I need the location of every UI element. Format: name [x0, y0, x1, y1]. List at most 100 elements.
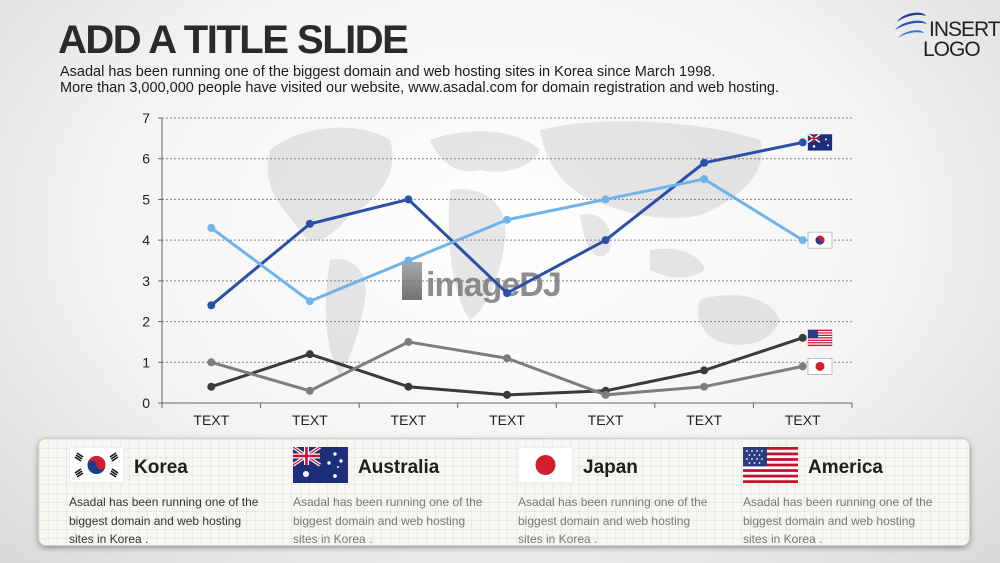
card-name: America [808, 457, 883, 478]
flag-part [815, 361, 825, 371]
australia-flag-icon [293, 447, 348, 483]
card-name: Japan [583, 457, 638, 478]
series-point [207, 223, 216, 232]
series-point [601, 195, 610, 204]
flag-part [808, 332, 832, 334]
series-point [404, 256, 413, 265]
card-name: Australia [358, 457, 440, 478]
continent-shape [650, 248, 705, 278]
series-point [503, 390, 511, 399]
series-point [503, 215, 511, 224]
series-point [798, 236, 807, 245]
logo-swoosh-icon [895, 12, 927, 38]
x-tick-label: TEXT [686, 412, 722, 428]
subtitle-line-2: More than 3,000,000 people have visited … [60, 80, 779, 96]
series-point [798, 138, 807, 147]
card-desc: Asadal has been running one of the bigge… [518, 495, 708, 546]
flag-part [812, 145, 816, 148]
series-line [210, 336, 804, 397]
australia-flag-icon [807, 133, 833, 151]
y-tick-label: 0 [142, 395, 150, 411]
logo: INSERT LOGO [893, 8, 1000, 64]
watermark-text: imageDJ [426, 266, 561, 304]
series-point [601, 390, 610, 399]
flag-part [808, 134, 820, 143]
series-point [305, 219, 314, 228]
continent-shape [448, 189, 506, 320]
korea-flag-icon [69, 447, 124, 483]
x-tick-label: TEXT [292, 412, 328, 428]
chart-ticks: 0 1 2 3 4 5 6 7 TEXT TEXT TEXT TEXT TEXT TEXT TEXT [142, 110, 853, 428]
flag-part [808, 329, 818, 339]
y-tick-label: 6 [142, 151, 150, 167]
card-desc: Asadal has been running one of the bigge… [69, 495, 259, 546]
series-point [207, 382, 216, 391]
subtitle-line-1: Asadal has been running one of the bigge… [60, 64, 716, 80]
usa-flag-icon [743, 447, 798, 483]
series-point [305, 386, 314, 395]
logo-text-line-2: LOGO [923, 38, 981, 61]
series-point [601, 236, 610, 245]
flag-part [825, 138, 827, 141]
continent-shape [267, 127, 393, 241]
flag-part [808, 344, 832, 346]
continent-shape [540, 121, 762, 219]
x-tick-label: TEXT [193, 412, 229, 428]
series-point [798, 362, 807, 371]
card-desc: Asadal has been running one of the bigge… [743, 495, 933, 546]
series-point [700, 366, 709, 375]
y-tick-label: 5 [142, 191, 150, 207]
series-point [503, 354, 511, 363]
chart-grid [162, 117, 852, 363]
y-tick-label: 3 [142, 273, 150, 289]
series-point [305, 350, 314, 359]
x-tick-label: TEXT [785, 412, 821, 428]
flag-part [808, 329, 832, 332]
world-map-background [267, 121, 780, 375]
series-point [798, 333, 807, 342]
slide-title: ADD A TITLE SLIDE [58, 18, 409, 62]
series-point [503, 289, 511, 298]
series-point [207, 358, 216, 367]
continent-shape [325, 259, 366, 375]
flag-part [815, 235, 825, 243]
chart-series [207, 138, 807, 399]
series-point [700, 382, 709, 391]
card-desc: Asadal has been running one of the bigge… [293, 495, 483, 546]
continent-shape [580, 214, 611, 257]
y-tick-label: 7 [142, 110, 150, 126]
usa-flag-icon [807, 329, 833, 347]
korea-flag-icon [807, 231, 833, 249]
continent-shape [698, 295, 780, 345]
x-tick-label: TEXT [489, 412, 525, 428]
line-chart: 0 1 2 3 4 5 6 7 TEXT TEXT TEXT TEXT TEXT TEXT TEXT ima… [142, 110, 853, 428]
series-point [207, 301, 216, 310]
y-tick-label: 4 [142, 232, 150, 248]
japan-flag-icon [518, 447, 573, 483]
series-point [700, 175, 709, 184]
flag-part [808, 334, 832, 336]
slide-subtitle: Asadal has been running one of the bigge… [60, 64, 880, 96]
flag-part [827, 144, 829, 147]
logo-text-line-1: INSERT [929, 18, 1000, 41]
flag-part [808, 342, 832, 344]
series-point [404, 382, 413, 391]
x-tick-label: TEXT [391, 412, 427, 428]
watermark-icon [402, 262, 422, 300]
y-tick-label: 1 [142, 354, 150, 370]
card-name: Korea [134, 457, 188, 478]
watermark: imageDJ [402, 262, 562, 304]
series-point [305, 297, 314, 306]
continent-shape [430, 131, 540, 172]
x-tick-label: TEXT [588, 412, 624, 428]
chart-axes [161, 118, 852, 404]
y-tick-label: 2 [142, 314, 150, 330]
country-panel: Korea Asadal has been running one of the… [38, 438, 970, 546]
series-point [404, 195, 413, 204]
series-flags [807, 133, 833, 375]
flag-part [808, 337, 832, 339]
flag-part [808, 339, 832, 341]
japan-flag-icon [807, 358, 833, 375]
series-point [700, 158, 709, 167]
series-point [404, 337, 413, 346]
